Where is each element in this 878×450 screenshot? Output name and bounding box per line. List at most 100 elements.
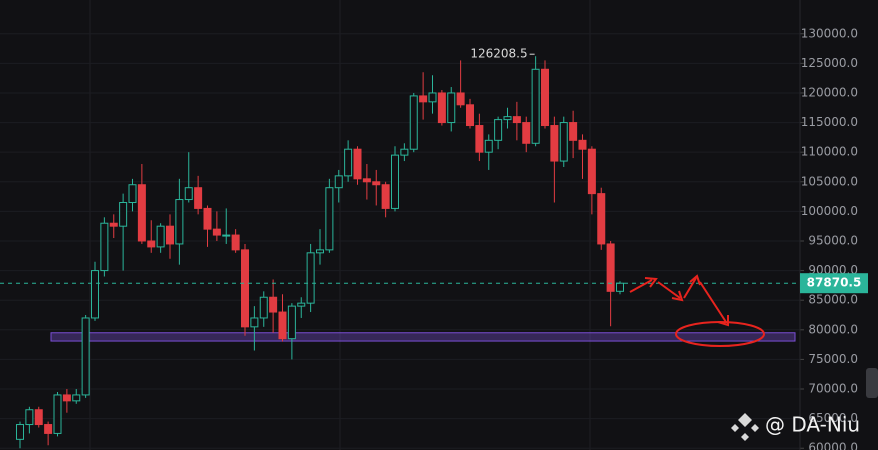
y-tick-label: 105000.0 [801, 174, 858, 188]
y-tick-label: 125000.0 [801, 56, 858, 70]
candle-body [137, 184, 146, 242]
candle-body [34, 409, 43, 426]
candle-body [184, 187, 193, 201]
candle-body [587, 148, 596, 195]
candle-body [419, 95, 428, 103]
last-price-box [800, 273, 868, 294]
candle-body [119, 202, 128, 227]
y-tick-label: 100000.0 [801, 204, 858, 218]
candle-body [409, 95, 418, 150]
candle-body [381, 184, 390, 209]
candle-body [531, 68, 540, 144]
arrow [629, 279, 653, 293]
candle-body [550, 125, 559, 162]
candle-body [287, 305, 296, 340]
grid [89, 0, 591, 450]
candle-body [72, 394, 81, 402]
candle-body [297, 302, 306, 307]
candle-body [250, 317, 259, 328]
candle-body [362, 178, 371, 183]
candle-body [334, 175, 343, 189]
arrow-head [644, 277, 658, 288]
candle-body [597, 193, 606, 245]
y-tick-label: 120000.0 [801, 85, 858, 99]
y-tick-label: 95000.0 [808, 233, 858, 247]
y-tick-label: 85000.0 [808, 293, 858, 307]
arrow-head [671, 290, 684, 302]
candle-body [606, 243, 615, 292]
candle-body [194, 187, 203, 209]
candle-body [156, 225, 165, 248]
candle-body [241, 249, 249, 328]
candle-body [400, 148, 409, 156]
candle-body [428, 92, 437, 103]
candle-body [231, 234, 240, 251]
y-tick-label: 65000.0 [808, 411, 858, 425]
highlight-ellipse [675, 321, 765, 347]
candle-body [203, 207, 212, 230]
candle-body [147, 240, 156, 248]
y-tick-label: 70000.0 [808, 382, 858, 396]
candle-body [91, 270, 99, 319]
candle-body [569, 122, 578, 141]
scroll-handle[interactable] [866, 368, 878, 398]
candle-body [344, 148, 353, 177]
candle-body [466, 104, 474, 127]
y-tick-label: 80000.0 [808, 322, 858, 336]
candle-body [578, 139, 587, 150]
candle-body [166, 225, 174, 245]
last-price-label: 87870.5 [807, 276, 862, 290]
candle-body [503, 116, 512, 121]
candle-body [437, 92, 446, 124]
y-tick-label: 130000.0 [801, 26, 858, 40]
arrow-head [689, 274, 701, 286]
candle-body [109, 222, 118, 227]
candle-body [16, 424, 24, 440]
candle-body [53, 394, 62, 434]
candle-body [259, 296, 268, 319]
candle-body [44, 424, 53, 434]
candle-body [212, 228, 221, 236]
y-tick-label: 75000.0 [808, 352, 858, 366]
candle-body [616, 282, 624, 292]
high-label: 126208.5 [470, 47, 527, 61]
y-tick-label: 115000.0 [801, 115, 858, 129]
candle-body [447, 92, 456, 124]
candle-body [316, 249, 324, 254]
candle-body [372, 181, 381, 186]
candle-body [522, 122, 531, 144]
support-zone [50, 332, 796, 342]
candle-body [475, 125, 484, 153]
arrow [683, 277, 697, 299]
candle-body [25, 409, 34, 426]
candle-body [128, 184, 137, 204]
candle-body [100, 222, 109, 272]
y-tick-label: 110000.0 [801, 145, 858, 159]
annotations [629, 274, 765, 347]
candle-body [353, 148, 362, 180]
y-tick-label: 60000.0 [808, 441, 858, 450]
candle-body [456, 92, 465, 106]
candle-body [325, 187, 334, 251]
candle-body [494, 119, 503, 141]
candle-body [559, 122, 568, 162]
candle-body [269, 296, 278, 313]
candle-body [175, 199, 184, 245]
candle-body [391, 154, 399, 209]
watermark: @ DA-Niu [731, 413, 860, 441]
candle-body [278, 311, 287, 340]
candle-body [222, 234, 231, 237]
candle-body [306, 252, 315, 304]
arrow [699, 281, 727, 323]
candle-body [512, 116, 521, 124]
candle-body [81, 317, 90, 396]
candle-body [62, 394, 71, 402]
candle-body [541, 68, 549, 127]
arrow [657, 281, 681, 299]
watermark-text: @ DA-Niu [765, 413, 860, 437]
candle-body [484, 139, 493, 153]
logo [731, 413, 759, 441]
